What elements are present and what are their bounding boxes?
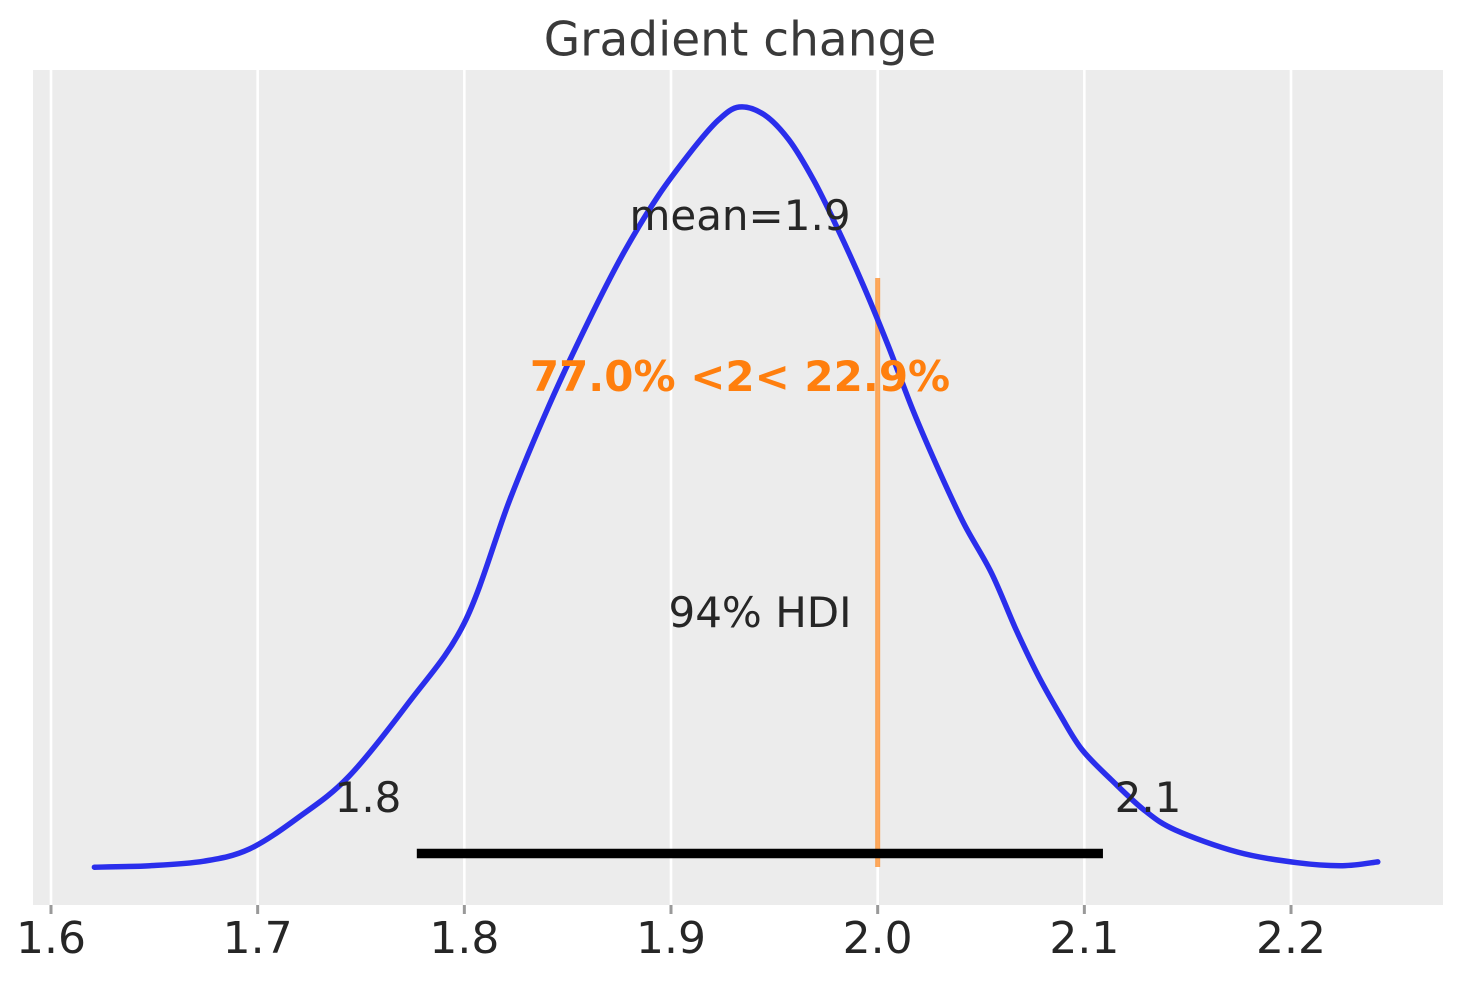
x-tick-label: 1.8 xyxy=(429,913,500,964)
mean-annotation: mean=1.9 xyxy=(629,191,851,240)
axes-background xyxy=(33,70,1443,905)
x-tick-label: 2.1 xyxy=(1049,913,1120,964)
hdi-probability-annotation: 94% HDI xyxy=(668,588,852,637)
plot-title: Gradient change xyxy=(543,12,937,68)
x-tick-label: 1.7 xyxy=(222,913,293,964)
reference-value-annotation: 77.0% <2< 22.9% xyxy=(529,352,951,401)
hdi-lower-bound-label: 1.8 xyxy=(334,773,402,822)
x-tick-label: 2.0 xyxy=(842,913,913,964)
x-tick-label: 2.2 xyxy=(1256,913,1327,964)
x-tick-label: 1.6 xyxy=(16,913,86,964)
density-curve xyxy=(91,104,1381,870)
x-tick-label: 1.9 xyxy=(636,913,706,964)
hdi-upper-bound-label: 2.1 xyxy=(1114,773,1182,822)
